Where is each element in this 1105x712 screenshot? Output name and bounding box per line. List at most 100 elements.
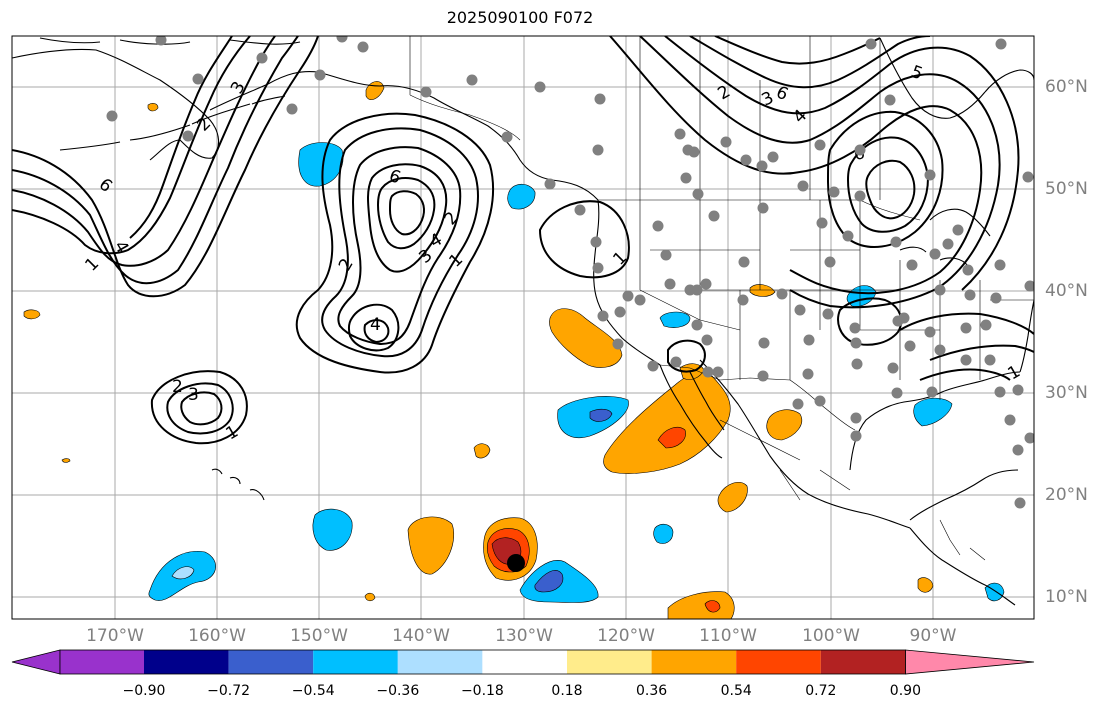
station-dot xyxy=(960,354,972,366)
shade-orange-small-6 xyxy=(917,577,934,593)
coastline-hawaii xyxy=(211,468,265,501)
contour-hawaii-2 xyxy=(166,382,234,435)
station-dot xyxy=(758,337,770,349)
station-dot xyxy=(1004,414,1016,426)
station-dot xyxy=(614,306,626,318)
colorbar-segment xyxy=(567,650,652,674)
station-dot xyxy=(757,202,769,214)
contour-west-1 xyxy=(12,36,319,298)
colorbar-tick-label: −0.36 xyxy=(376,683,420,699)
station-dot xyxy=(737,294,749,306)
station-dot xyxy=(674,128,686,140)
contour-label: 3 xyxy=(188,385,199,405)
latitude-label: 10°N xyxy=(1045,587,1088,607)
station-dot xyxy=(192,73,204,85)
coastline-yucatan xyxy=(909,469,1019,521)
colorbar-tick-label: 0.18 xyxy=(551,683,583,699)
shade-lightblue-far-west xyxy=(171,566,195,580)
shade-orange-small-4 xyxy=(23,309,41,320)
shade-red-south-mexico xyxy=(704,600,721,613)
contour-center-6 xyxy=(388,190,425,236)
colorbar-outline xyxy=(59,649,906,675)
station-dot xyxy=(652,220,664,232)
shade-orange-small-3 xyxy=(147,103,159,112)
colorbar-tick-label: 0.54 xyxy=(720,683,752,699)
shade-orange-california-offshore xyxy=(549,308,623,368)
coastlines xyxy=(12,37,1034,606)
contour-east-inner-3 xyxy=(865,159,916,220)
colorbar-segment xyxy=(397,650,483,674)
station-dot xyxy=(962,264,974,276)
station-dot xyxy=(1022,171,1034,183)
station-dot xyxy=(420,86,432,98)
contour-label: 4 xyxy=(370,315,381,335)
contour-southeast-1 xyxy=(899,312,1034,335)
station-dot xyxy=(501,131,513,143)
station-dot xyxy=(854,144,866,156)
station-dot xyxy=(994,386,1006,398)
station-dot xyxy=(670,356,682,368)
station-dot xyxy=(891,387,903,399)
coastline-baja xyxy=(659,364,725,459)
longitude-label: 160°W xyxy=(188,626,246,646)
station-dot xyxy=(797,180,809,192)
station-dot xyxy=(594,93,606,105)
longitude-label: 110°W xyxy=(699,626,757,646)
colorbar-segment xyxy=(313,650,398,674)
station-dot xyxy=(660,249,672,261)
station-dot xyxy=(964,289,976,301)
station-dot xyxy=(887,362,899,374)
coastline-hudson xyxy=(879,37,986,119)
station-dot xyxy=(692,188,704,200)
station-dot xyxy=(691,319,703,331)
contour-east-inner-2 xyxy=(846,136,930,233)
station-dot xyxy=(802,368,814,380)
contour-hawaii-3 xyxy=(180,391,223,426)
contour-east-5 xyxy=(714,36,881,65)
station-dot xyxy=(850,412,862,424)
contour-east-3 xyxy=(664,36,1020,291)
shade-orange-small-1 xyxy=(473,443,491,459)
colorbar-tick-label: −0.18 xyxy=(460,683,504,699)
station-dot xyxy=(849,322,861,334)
station-dot xyxy=(592,262,604,274)
station-dot xyxy=(702,366,714,378)
shade-orange-southwest xyxy=(407,516,454,575)
shade-orange-small-8 xyxy=(61,458,71,463)
station-dot xyxy=(816,217,828,229)
station-dot xyxy=(934,344,946,356)
station-dot xyxy=(1024,280,1034,292)
colorbar-segment xyxy=(482,650,567,674)
station-dot xyxy=(803,334,815,346)
longitude-label: 90°W xyxy=(909,626,957,646)
colorbar-segment xyxy=(651,650,737,674)
station-dot xyxy=(256,52,268,64)
station-dot xyxy=(767,151,779,163)
contour-center-3 xyxy=(337,146,462,346)
longitude-label: 120°W xyxy=(597,626,655,646)
station-dot xyxy=(708,210,720,222)
contour-center-low-1 xyxy=(347,303,400,352)
station-dot xyxy=(700,278,712,290)
latitude-label: 20°N xyxy=(1045,485,1088,505)
latitude-label: 60°N xyxy=(1045,77,1088,97)
contour-label: 2 xyxy=(172,377,183,397)
shade-orange-mexico xyxy=(766,409,802,441)
station-dot xyxy=(534,81,546,93)
station-dot xyxy=(906,259,918,271)
station-dot xyxy=(738,256,750,268)
contour-southeast-3 xyxy=(919,368,1011,381)
station-dot xyxy=(890,236,902,248)
colorbar-extend-max xyxy=(905,649,1035,675)
station-dot xyxy=(884,94,896,106)
coastline-canada-east xyxy=(984,69,1034,93)
station-dot xyxy=(592,144,604,156)
station-dot xyxy=(466,74,478,86)
station-dot xyxy=(634,294,646,306)
station-dot xyxy=(590,236,602,248)
map-frame xyxy=(11,35,1035,620)
station-dot xyxy=(854,190,866,202)
station-dot xyxy=(701,334,713,346)
